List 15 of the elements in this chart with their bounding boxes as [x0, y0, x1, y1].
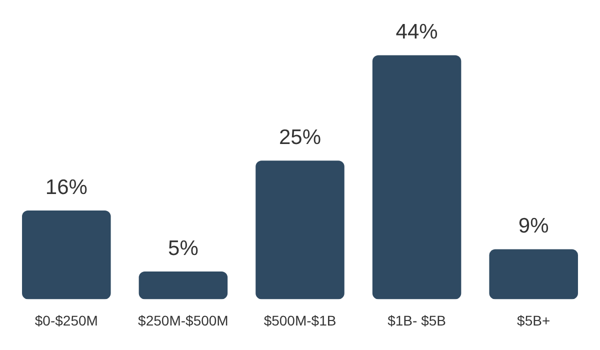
bar	[138, 271, 228, 300]
bar	[22, 210, 111, 300]
data-label: 5%	[168, 236, 198, 260]
data-label: 16%	[45, 176, 88, 199]
x-tick-label: $5B+	[517, 312, 550, 328]
x-tick-label: $0-$250M	[34, 312, 98, 328]
data-label: 9%	[518, 214, 549, 238]
bar	[489, 249, 578, 300]
x-tick-label: $500M-$1B	[264, 312, 336, 328]
data-label: 25%	[278, 126, 322, 149]
data-label: 44%	[396, 20, 438, 44]
x-tick-label: $250M-$500M	[138, 312, 228, 328]
bar	[372, 55, 462, 300]
bar	[256, 160, 344, 300]
x-tick-label: $1B- $5B	[388, 312, 446, 328]
